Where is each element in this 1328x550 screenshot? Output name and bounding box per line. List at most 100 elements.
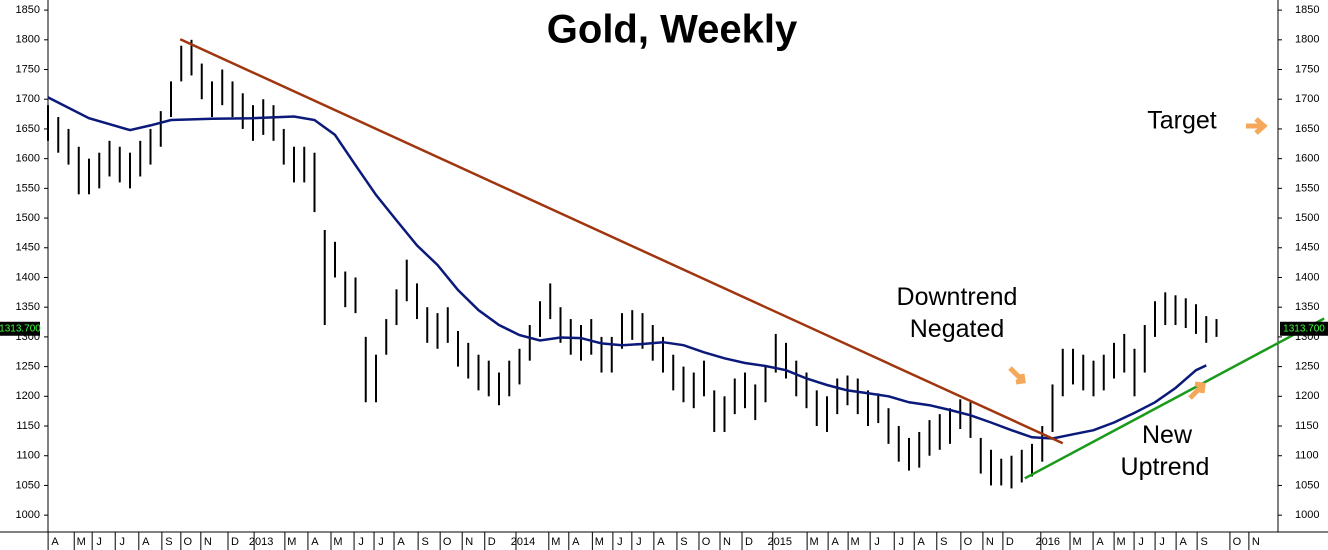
y-tick-label: 1550	[16, 182, 40, 194]
x-tick-label: 2016	[1036, 536, 1060, 548]
x-tick-label: A	[572, 536, 580, 548]
price-tag: 1313.700	[0, 323, 41, 334]
x-tick-label: J	[96, 536, 102, 548]
y-tick-label: 1700	[16, 93, 40, 105]
y-tick-label: 1850	[1295, 4, 1319, 16]
x-tick-label: D	[1006, 536, 1014, 548]
x-tick-label: N	[723, 536, 731, 548]
y-tick-label: 1350	[16, 301, 40, 313]
x-tick-label: S	[165, 536, 172, 548]
x-tick-label: O	[443, 536, 452, 548]
x-tick-label: A	[1179, 536, 1187, 548]
y-tick-label: 1450	[16, 242, 40, 254]
x-tick-label: M	[810, 536, 819, 548]
x-tick-label: 2013	[249, 536, 273, 548]
y-tick-label: 1250	[1295, 361, 1319, 373]
annotation: New Uptrend	[1121, 421, 1210, 481]
x-tick-label: A	[397, 536, 405, 548]
x-tick-label: N	[986, 536, 994, 548]
x-tick-label: O	[184, 536, 193, 548]
arrow-right	[1246, 117, 1268, 135]
x-tick-label: M	[1117, 536, 1126, 548]
y-tick-label: 1800	[1295, 34, 1319, 46]
y-tick-label: 1200	[16, 390, 40, 402]
x-tick-label: S	[680, 536, 687, 548]
y-tick-label: 1000	[16, 509, 40, 521]
chart-title: Gold, Weekly	[547, 8, 798, 52]
trendline	[179, 38, 1064, 445]
y-tick-label: 1100	[16, 450, 40, 462]
y-tick-label: 1750	[1295, 63, 1319, 75]
x-tick-label: J	[874, 536, 880, 548]
y-tick-label: 1550	[1295, 182, 1319, 194]
y-tick-label: 1650	[1295, 123, 1319, 135]
trendline	[1024, 317, 1325, 480]
grid: 1000 1000 1050 1050 1100 1100 1150 1150 1200 1200…	[16, 4, 1319, 550]
x-tick-label: M	[77, 536, 86, 548]
y-tick-label: 1050	[16, 479, 40, 491]
x-tick-label: 2015	[768, 536, 792, 548]
x-tick-label: O	[702, 536, 711, 548]
x-tick-label: A	[1096, 536, 1104, 548]
x-tick-label: S	[1200, 536, 1207, 548]
x-tick-label: J	[898, 536, 904, 548]
moving-average	[47, 96, 1207, 440]
x-tick-label: N	[465, 536, 473, 548]
y-tick-label: 1000	[1295, 509, 1319, 521]
x-tick-label: S	[940, 536, 947, 548]
x-tick-label: J	[378, 536, 384, 548]
x-tick-label: A	[831, 536, 839, 548]
x-tick-label: J	[1138, 536, 1144, 548]
x-tick-label: 2014	[511, 536, 535, 548]
arrow-up	[1188, 381, 1206, 400]
y-tick-label: 1150	[16, 420, 40, 432]
x-tick-label: D	[488, 536, 496, 548]
y-tick-label: 1150	[1295, 420, 1319, 432]
arrow-down	[1008, 366, 1026, 385]
x-tick-label: D	[231, 536, 239, 548]
x-tick-label: A	[918, 536, 926, 548]
x-tick-label: S	[421, 536, 428, 548]
y-tick-label: 1050	[1295, 479, 1319, 491]
y-tick-label: 1250	[16, 361, 40, 373]
x-tick-label: N	[1252, 536, 1260, 548]
y-tick-label: 1350	[1295, 301, 1319, 313]
x-tick-label: M	[1072, 536, 1081, 548]
y-tick-label: 1650	[16, 123, 40, 135]
y-tick-label: 1500	[1295, 212, 1319, 224]
price-tag-box	[0, 321, 40, 336]
x-tick-label: M	[333, 536, 342, 548]
x-tick-label: J	[358, 536, 364, 548]
y-tick-label: 1850	[16, 4, 40, 16]
y-tick-label: 1100	[1295, 450, 1319, 462]
x-tick-label: A	[657, 536, 665, 548]
x-tick-label: D	[745, 536, 753, 548]
x-tick-label: O	[964, 536, 973, 548]
x-tick-label: J	[617, 536, 623, 548]
x-tick-label: J	[119, 536, 125, 548]
x-tick-label: J	[1159, 536, 1165, 548]
annotation: Downtrend Negated	[897, 283, 1018, 343]
x-tick-label: M	[551, 536, 560, 548]
x-tick-label: M	[287, 536, 296, 548]
y-tick-label: 1800	[16, 34, 40, 46]
x-tick-label: O	[1233, 536, 1242, 548]
x-tick-label: M	[851, 536, 860, 548]
y-tick-label: 1600	[16, 153, 40, 165]
y-tick-label: 1500	[16, 212, 40, 224]
x-tick-label: N	[204, 536, 212, 548]
y-tick-label: 1400	[16, 271, 40, 283]
y-tick-label: 1400	[1295, 271, 1319, 283]
y-tick-label: 1750	[16, 63, 40, 75]
annotation: Target	[1147, 107, 1217, 135]
price-tag-box	[1280, 321, 1328, 336]
x-tick-label: A	[311, 536, 319, 548]
x-tick-label: J	[636, 536, 642, 548]
x-tick-label: A	[51, 536, 59, 548]
price-tag: 1313.700	[1283, 323, 1325, 334]
y-tick-label: 1700	[1295, 93, 1319, 105]
y-tick-label: 1450	[1295, 242, 1319, 254]
marks	[47, 38, 1325, 489]
